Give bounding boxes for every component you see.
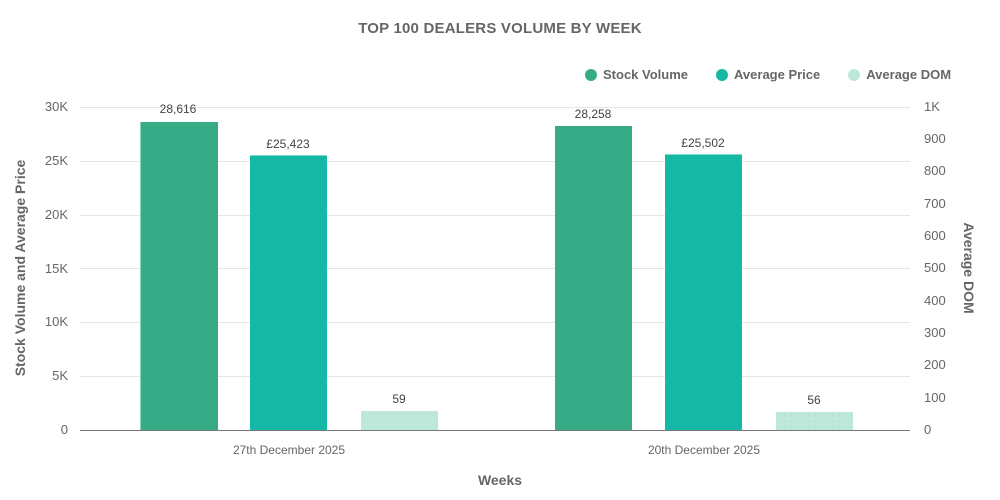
- y-tick-left: 20K: [44, 207, 68, 222]
- x-tick-label: 27th December 2025: [232, 443, 346, 457]
- legend-label: Average Price: [734, 67, 821, 82]
- y-tick-left: 0: [60, 422, 68, 437]
- x-tick-label: 20th December 2025: [647, 443, 761, 457]
- y-tick-right: 500: [924, 260, 946, 275]
- legend-item-stock-volume[interactable]: Stock Volume: [585, 67, 688, 82]
- gridline: [80, 376, 910, 377]
- bar-average-dom-27-dec[interactable]: [361, 411, 438, 430]
- plot-area: 28,616 £25,423 59 28,258 £25,502 56: [80, 102, 910, 431]
- gridline: [80, 268, 910, 269]
- bar-value-label: 56: [807, 393, 821, 407]
- y-tick-left: 10K: [44, 314, 68, 329]
- y-tick-right: 600: [924, 228, 946, 243]
- legend-dot-icon: [716, 68, 729, 81]
- bar-average-price-27-dec[interactable]: [250, 155, 327, 430]
- y-tick-right: 400: [924, 293, 946, 308]
- legend-item-average-dom[interactable]: Average DOM: [848, 67, 951, 82]
- bar-average-dom-20-dec[interactable]: [776, 412, 853, 430]
- y-tick-left: 30K: [44, 99, 68, 114]
- bar-value-label: 28,616: [159, 102, 197, 116]
- legend-item-average-price[interactable]: Average Price: [716, 67, 820, 82]
- y-tick-right: 1K: [924, 99, 940, 114]
- y-tick-left: 15K: [44, 261, 68, 276]
- legend-dot-icon: [585, 68, 597, 81]
- bar-value-label: £25,423: [266, 137, 310, 151]
- bar-value-label: £25,502: [681, 136, 725, 150]
- x-axis-label: Weeks: [477, 472, 523, 488]
- chart-title: TOP 100 DEALERS VOLUME BY WEEK: [358, 20, 642, 37]
- bar-value-label: 28,258: [574, 107, 612, 121]
- bar-stock-volume-27-dec[interactable]: [140, 122, 218, 430]
- gridline: [80, 161, 910, 162]
- y-tick-right: 700: [924, 196, 946, 211]
- x-axis-line: [80, 430, 910, 431]
- legend-dot-icon: [848, 68, 861, 81]
- legend-label: Average DOM: [866, 67, 952, 82]
- y-tick-right: 200: [924, 357, 946, 372]
- bar-stock-volume-20-dec[interactable]: [555, 126, 632, 430]
- bar-value-label: 59: [392, 392, 406, 406]
- y-tick-right: 800: [924, 163, 946, 178]
- y-tick-right: 0: [924, 422, 932, 437]
- y-axis-right-label: Average DOM: [961, 222, 977, 314]
- y-tick-right: 300: [924, 325, 946, 340]
- gridline: [80, 322, 910, 323]
- legend: Stock Volume Average Price Average DOM: [585, 67, 951, 82]
- gridline: [80, 107, 910, 108]
- legend-label: Stock Volume: [603, 67, 689, 82]
- y-tick-right: 100: [924, 390, 946, 405]
- gridline: [80, 215, 910, 216]
- bar-average-price-20-dec[interactable]: [665, 154, 742, 430]
- y-tick-left: 25K: [44, 153, 68, 168]
- y-tick-right: 900: [924, 131, 946, 146]
- y-tick-left: 5K: [52, 368, 68, 383]
